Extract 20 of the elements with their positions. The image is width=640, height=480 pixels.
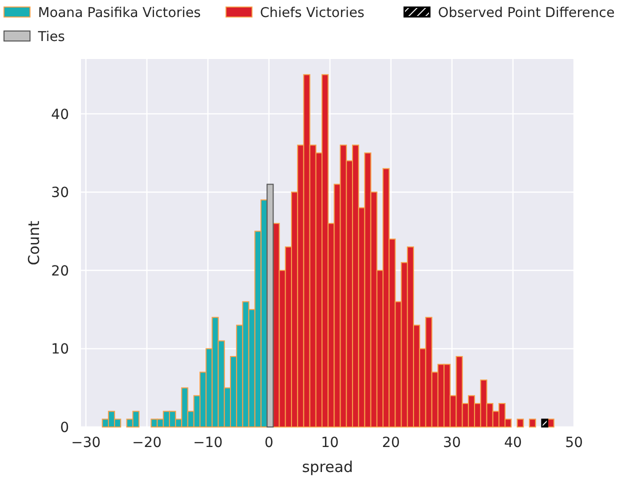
x-tick-label: −10 <box>193 435 223 451</box>
x-axis-title: spread <box>302 458 354 476</box>
y-tick-label: 40 <box>51 106 69 123</box>
x-tick-label: 10 <box>321 435 339 451</box>
y-tick-label: 20 <box>51 263 69 280</box>
x-tick-label: −20 <box>132 435 162 451</box>
y-tick-label: 30 <box>51 185 69 202</box>
legend-label: Chiefs Victories <box>260 5 364 21</box>
y-axis-title: Count <box>25 220 43 266</box>
legend-label: Ties <box>37 29 65 45</box>
x-tick-label: 40 <box>504 435 522 451</box>
y-tick-label: 0 <box>60 420 69 436</box>
x-tick-label: −30 <box>71 435 101 451</box>
x-tick-label: 50 <box>565 435 583 451</box>
y-tick-label: 10 <box>51 342 69 358</box>
x-tick-label: 0 <box>264 435 274 451</box>
x-tick-label: 30 <box>443 435 461 451</box>
legend-label: Moana Pasifika Victories <box>38 5 201 21</box>
legend-label: Observed Point Difference <box>438 5 615 21</box>
x-tick-label: 20 <box>382 435 400 451</box>
